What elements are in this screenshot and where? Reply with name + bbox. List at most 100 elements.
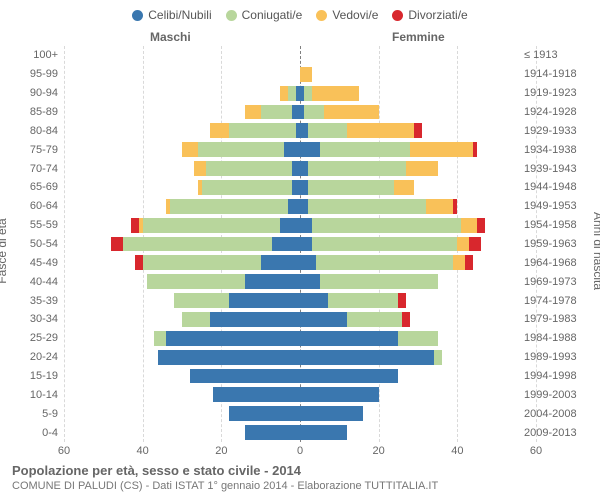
age-row — [64, 404, 536, 423]
bar-seg-coniugati — [316, 255, 454, 270]
birth-year-label: 1914-1918 — [524, 68, 586, 80]
female-bar — [300, 142, 536, 157]
bar-seg-divorziati — [398, 293, 406, 308]
male-bar — [64, 105, 300, 120]
legend-label: Vedovi/e — [332, 8, 378, 22]
bar-seg-celibi — [300, 293, 328, 308]
x-tick-label: 40 — [451, 445, 463, 457]
bar-seg-vedovi — [394, 180, 414, 195]
birth-year-label: 1989-1993 — [524, 351, 586, 363]
bar-seg-celibi — [300, 350, 434, 365]
age-row — [64, 140, 536, 159]
age-row — [64, 84, 536, 103]
age-label: 65-69 — [12, 181, 58, 193]
female-bar — [300, 199, 536, 214]
bar-seg-vedovi — [300, 67, 312, 82]
bar-seg-vedovi — [312, 86, 359, 101]
age-row — [64, 46, 536, 65]
chart-container: Celibi/Nubili Coniugati/e Vedovi/e Divorzia… — [0, 0, 600, 500]
bar-seg-divorziati — [469, 237, 481, 252]
birth-year-label: 1929-1933 — [524, 125, 586, 137]
bar-seg-coniugati — [154, 331, 166, 346]
birth-year-label: 1979-1983 — [524, 313, 586, 325]
age-label: 90-94 — [12, 87, 58, 99]
age-label: 0-4 — [12, 427, 58, 439]
legend-item: Coniugati/e — [226, 8, 303, 22]
birth-year-label: 1984-1988 — [524, 332, 586, 344]
bar-seg-coniugati — [182, 312, 210, 327]
legend-item: Divorziati/e — [392, 8, 467, 22]
male-bar — [64, 312, 300, 327]
bar-seg-celibi — [272, 237, 300, 252]
age-row — [64, 235, 536, 254]
y-axis-right-title: Anni di nascita — [591, 212, 600, 290]
bar-seg-coniugati — [308, 161, 406, 176]
age-label: 10-14 — [12, 389, 58, 401]
bar-seg-celibi — [300, 387, 379, 402]
x-tick-label: 60 — [58, 445, 70, 457]
bar-seg-celibi — [280, 218, 300, 233]
female-bar — [300, 123, 536, 138]
legend-swatch — [132, 10, 143, 21]
age-row — [64, 103, 536, 122]
age-label: 85-89 — [12, 106, 58, 118]
female-bar — [300, 387, 536, 402]
bar-seg-coniugati — [304, 105, 324, 120]
legend-swatch — [226, 10, 237, 21]
age-label: 25-29 — [12, 332, 58, 344]
male-bar — [64, 237, 300, 252]
bar-seg-celibi — [300, 369, 398, 384]
birth-year-label: 1949-1953 — [524, 200, 586, 212]
female-bar — [300, 331, 536, 346]
birth-year-label: 1919-1923 — [524, 87, 586, 99]
female-bar — [300, 274, 536, 289]
bar-seg-coniugati — [206, 161, 293, 176]
bar-seg-vedovi — [426, 199, 454, 214]
age-row — [64, 423, 536, 442]
bar-seg-vedovi — [457, 237, 469, 252]
male-bar — [64, 180, 300, 195]
legend-label: Celibi/Nubili — [148, 8, 211, 22]
bar-seg-coniugati — [174, 293, 229, 308]
age-row — [64, 65, 536, 84]
bar-seg-coniugati — [308, 123, 347, 138]
bar-seg-vedovi — [245, 105, 261, 120]
bar-seg-coniugati — [308, 180, 395, 195]
female-bar — [300, 369, 536, 384]
age-label: 100+ — [12, 49, 58, 61]
age-label: 95-99 — [12, 68, 58, 80]
bar-seg-celibi — [300, 199, 308, 214]
age-row — [64, 385, 536, 404]
bar-seg-vedovi — [406, 161, 437, 176]
bar-seg-divorziati — [473, 142, 477, 157]
bar-seg-vedovi — [324, 105, 379, 120]
bar-seg-vedovi — [347, 123, 414, 138]
birth-year-label: 1954-1958 — [524, 219, 586, 231]
birth-year-label: 2004-2008 — [524, 408, 586, 420]
age-row — [64, 178, 536, 197]
y-axis-left-title: Fasce di età — [0, 218, 9, 283]
birth-year-label: 1934-1938 — [524, 144, 586, 156]
female-bar — [300, 312, 536, 327]
male-bar — [64, 406, 300, 421]
bar-seg-coniugati — [202, 180, 292, 195]
male-bar — [64, 369, 300, 384]
age-label: 5-9 — [12, 408, 58, 420]
age-label: 30-34 — [12, 313, 58, 325]
bar-seg-celibi — [213, 387, 300, 402]
bar-seg-celibi — [229, 406, 300, 421]
chart-area: 6040200204060 — [64, 46, 536, 442]
bar-seg-vedovi — [182, 142, 198, 157]
bar-seg-vedovi — [453, 255, 465, 270]
bar-seg-divorziati — [402, 312, 410, 327]
bar-seg-coniugati — [312, 237, 458, 252]
bar-seg-celibi — [300, 161, 308, 176]
male-bar — [64, 48, 300, 63]
bar-seg-coniugati — [347, 312, 402, 327]
bar-seg-coniugati — [320, 274, 438, 289]
bar-seg-coniugati — [229, 123, 296, 138]
legend-label: Divorziati/e — [408, 8, 467, 22]
bar-seg-celibi — [158, 350, 300, 365]
bar-seg-coniugati — [143, 218, 281, 233]
male-bar — [64, 86, 300, 101]
